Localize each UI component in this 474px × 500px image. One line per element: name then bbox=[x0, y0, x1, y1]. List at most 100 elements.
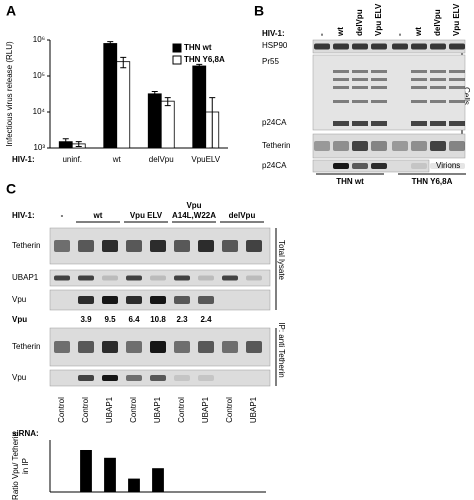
group-label: THN Y6,8A bbox=[412, 177, 453, 186]
bar bbox=[147, 93, 162, 149]
x-tick-label: wt bbox=[112, 155, 122, 164]
blot-band bbox=[371, 78, 387, 81]
bar bbox=[128, 478, 140, 493]
blot-band bbox=[333, 100, 349, 103]
blot-band bbox=[78, 375, 94, 381]
blot-band bbox=[78, 240, 94, 252]
row-label: Tetherin bbox=[12, 342, 40, 351]
group-label: - bbox=[61, 211, 64, 220]
error-bar bbox=[75, 141, 82, 148]
blot-band bbox=[246, 240, 262, 252]
sirna-label: siRNA: bbox=[12, 429, 39, 438]
blot-band bbox=[126, 341, 142, 353]
blot-band bbox=[102, 275, 118, 281]
blot-band bbox=[430, 78, 446, 81]
bar bbox=[103, 43, 118, 149]
quant-value: 6.4 bbox=[128, 315, 140, 324]
legend-swatch bbox=[172, 43, 182, 53]
row-label: p24CA bbox=[262, 161, 287, 170]
blot-band bbox=[352, 86, 368, 89]
blot-band bbox=[411, 141, 427, 151]
error-bar bbox=[107, 41, 114, 44]
blot-band bbox=[333, 141, 349, 151]
blot-band bbox=[314, 141, 330, 151]
blot-band bbox=[430, 43, 446, 50]
blot-band bbox=[352, 43, 368, 50]
bar bbox=[152, 468, 164, 493]
lane-label: delVpu bbox=[355, 9, 364, 36]
quant-value: 2.4 bbox=[200, 315, 212, 324]
x-tick-label: uninf. bbox=[62, 155, 82, 164]
blot-band bbox=[352, 121, 368, 126]
blot-band bbox=[198, 341, 214, 353]
bar bbox=[160, 100, 175, 149]
quant-value: 3.9 bbox=[80, 315, 92, 324]
blot-band bbox=[174, 296, 190, 304]
blot-band bbox=[78, 296, 94, 304]
blot-band bbox=[352, 70, 368, 73]
blot-band bbox=[352, 78, 368, 81]
blot-band bbox=[333, 70, 349, 73]
blot-band bbox=[411, 121, 427, 126]
blot-band bbox=[371, 43, 387, 50]
row-label: Vpu bbox=[12, 373, 26, 382]
sirna-label: Control bbox=[129, 397, 138, 423]
group-label: Vpu bbox=[186, 201, 201, 210]
blot-band bbox=[150, 240, 166, 252]
sirna-label: Control bbox=[81, 397, 90, 423]
bar bbox=[80, 449, 92, 493]
row-label: HSP90 bbox=[262, 41, 288, 50]
row-label: Vpu bbox=[12, 295, 26, 304]
blot-band bbox=[430, 163, 446, 169]
quant-value: 2.3 bbox=[176, 315, 188, 324]
blot-band bbox=[174, 275, 190, 281]
blot-band bbox=[449, 78, 465, 81]
blot bbox=[49, 269, 271, 287]
bar bbox=[192, 65, 207, 149]
lane-label: - bbox=[317, 33, 326, 36]
blot-band bbox=[102, 375, 118, 381]
blot-band bbox=[54, 275, 70, 281]
y-tick-label: 10⁵ bbox=[33, 71, 45, 80]
y-axis-label: Infectious virus release (RLU) bbox=[5, 41, 14, 147]
sirna-label: UBAP1 bbox=[153, 396, 162, 423]
group-label: Vpu ELV bbox=[130, 211, 163, 220]
panel-letter: C bbox=[6, 181, 16, 197]
blot-band bbox=[126, 296, 142, 304]
blot-band bbox=[449, 141, 465, 151]
blot-band bbox=[371, 86, 387, 89]
sirna-label: UBAP1 bbox=[105, 396, 114, 423]
blot-band bbox=[411, 163, 427, 169]
bar bbox=[104, 457, 116, 493]
blot-band bbox=[352, 141, 368, 151]
error-bar bbox=[151, 91, 158, 94]
error-bar bbox=[164, 97, 171, 107]
hiv-label: HIV-1: bbox=[262, 29, 285, 38]
blot-band bbox=[449, 100, 465, 103]
blot-band bbox=[449, 86, 465, 89]
blot-band bbox=[411, 100, 427, 103]
sirna-label: UBAP1 bbox=[201, 396, 210, 423]
blot-band bbox=[246, 341, 262, 353]
hiv-label: HIV-1: bbox=[12, 211, 35, 220]
blot-band bbox=[198, 375, 214, 381]
blot-band bbox=[126, 275, 142, 281]
blot-band bbox=[102, 341, 118, 353]
group-label: THN wt bbox=[336, 177, 364, 186]
blot-band bbox=[174, 240, 190, 252]
blot-band bbox=[102, 296, 118, 304]
row-label: Pr55 bbox=[262, 57, 279, 66]
y-axis-label: in IP bbox=[21, 458, 30, 474]
ip-label: IP: anti Tetherin bbox=[277, 322, 286, 377]
legend-label: THN wt bbox=[184, 43, 212, 52]
blot-band bbox=[371, 100, 387, 103]
blot-band bbox=[198, 240, 214, 252]
y-tick-label: 10³ bbox=[33, 143, 45, 152]
lane-label: wt bbox=[336, 27, 345, 37]
blot-band bbox=[430, 100, 446, 103]
blot-band bbox=[222, 341, 238, 353]
sirna-label: Control bbox=[225, 397, 234, 423]
blot-band bbox=[333, 121, 349, 126]
lane-label: Vpu ELV bbox=[374, 3, 383, 36]
blot-band bbox=[411, 86, 427, 89]
